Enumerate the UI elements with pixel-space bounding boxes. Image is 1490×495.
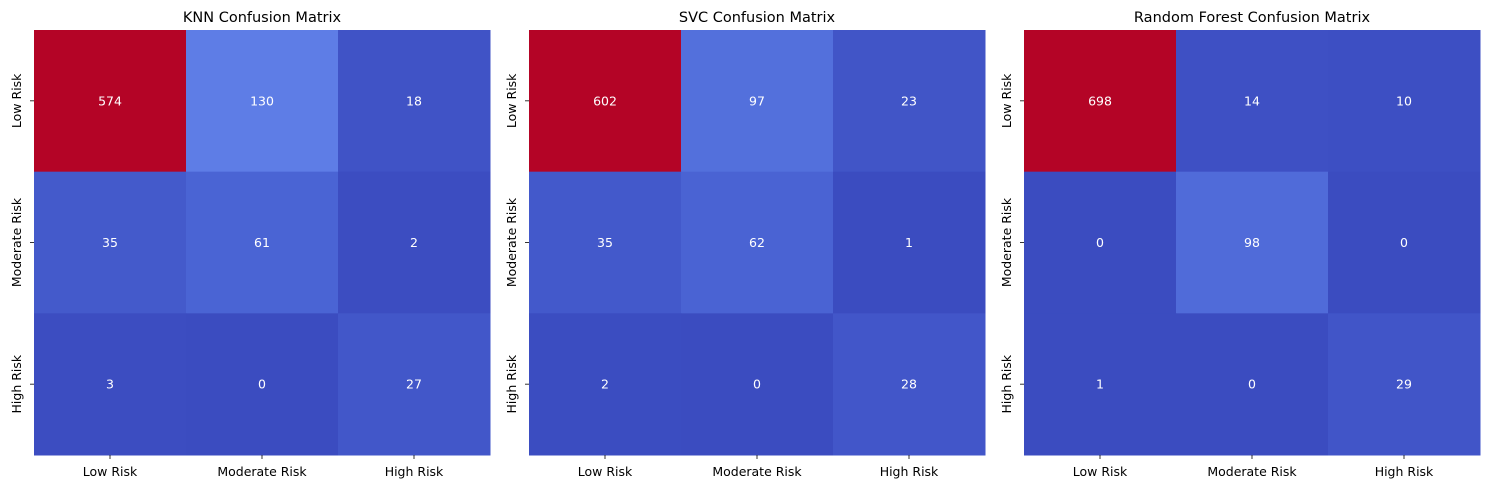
heatmap-cell: [1176, 171, 1329, 314]
cell-value: 1: [1096, 377, 1104, 392]
cell-value: 0: [1096, 235, 1104, 250]
cell-value: 98: [1244, 235, 1260, 250]
y-tick-label: Low Risk: [504, 73, 519, 128]
x-tick-label: High Risk: [1375, 464, 1434, 479]
cell-value: 35: [597, 235, 613, 250]
chart-title: KNN Confusion Matrix: [183, 10, 342, 26]
y-tick-label: Moderate Risk: [999, 197, 1014, 287]
x-tick-label: Low Risk: [83, 464, 138, 479]
cell-value: 3: [106, 377, 114, 392]
heatmap-cell: [681, 30, 834, 173]
heatmap-cell: [681, 313, 834, 456]
y-tick-label: High Risk: [9, 354, 24, 413]
y-tick-label: High Risk: [504, 354, 519, 413]
heatmap-cell: [338, 313, 491, 456]
heatmap-panel-0: KNN Confusion Matrix 574 130 18 35 61 2 3 0 27 Low…: [9, 10, 491, 479]
chart-title: SVC Confusion Matrix: [679, 10, 836, 26]
cell-value: 130: [250, 93, 274, 108]
cell-value: 27: [406, 377, 422, 392]
heatmap-cell: [186, 30, 339, 173]
heatmap-cell: [1328, 30, 1481, 173]
cell-value: 0: [258, 377, 266, 392]
y-tick-label: Low Risk: [999, 73, 1014, 128]
cell-value: 14: [1244, 93, 1260, 108]
heatmap-cell: [34, 30, 187, 173]
heatmap-panel-1: SVC Confusion Matrix 602 97 23 35 62 1 2 0 28 Low …: [504, 10, 986, 479]
heatmap-cell: [529, 30, 682, 173]
x-tick-label: Moderate Risk: [1207, 464, 1297, 479]
heatmap-cell: [681, 171, 834, 314]
cell-value: 35: [102, 235, 118, 250]
cell-value: 574: [98, 93, 122, 108]
y-tick-label: Moderate Risk: [504, 197, 519, 287]
cell-value: 0: [753, 377, 761, 392]
cell-value: 602: [593, 93, 617, 108]
cell-value: 698: [1088, 93, 1112, 108]
cell-value: 0: [1400, 235, 1408, 250]
x-tick-label: High Risk: [880, 464, 939, 479]
cell-value: 10: [1396, 93, 1412, 108]
x-tick-label: High Risk: [385, 464, 444, 479]
heatmap-cell: [34, 171, 187, 314]
heatmap-cell: [1176, 313, 1329, 456]
cell-value: 97: [749, 93, 765, 108]
cell-value: 28: [901, 377, 917, 392]
heatmap-cell: [338, 30, 491, 173]
x-tick-label: Low Risk: [1073, 464, 1128, 479]
cell-value: 61: [254, 235, 270, 250]
y-tick-label: Low Risk: [9, 73, 24, 128]
heatmap-cell: [34, 313, 187, 456]
cell-value: 62: [749, 235, 765, 250]
heatmap-cell: [186, 313, 339, 456]
heatmap-cell: [186, 171, 339, 314]
cell-value: 2: [410, 235, 418, 250]
y-tick-label: Moderate Risk: [9, 197, 24, 287]
cell-value: 1: [905, 235, 913, 250]
cell-value: 2: [601, 377, 609, 392]
heatmap-cell: [833, 171, 986, 314]
heatmap-cell: [1176, 30, 1329, 173]
y-tick-label: High Risk: [999, 354, 1014, 413]
x-tick-label: Moderate Risk: [712, 464, 802, 479]
heatmap-cell: [529, 171, 682, 314]
cell-value: 0: [1248, 377, 1256, 392]
heatmap-cell: [1024, 171, 1177, 314]
heatmap-cell: [1024, 30, 1177, 173]
heatmap-cell: [833, 30, 986, 173]
heatmap-cell: [529, 313, 682, 456]
x-tick-label: Moderate Risk: [217, 464, 307, 479]
heatmap-cell: [1328, 171, 1481, 314]
heatmap-cell: [1024, 313, 1177, 456]
heatmap-cell: [1328, 313, 1481, 456]
cell-value: 23: [901, 93, 917, 108]
cell-value: 18: [406, 93, 422, 108]
heatmap-cell: [338, 171, 491, 314]
x-tick-label: Low Risk: [578, 464, 633, 479]
heatmap-cell: [833, 313, 986, 456]
cell-value: 29: [1396, 377, 1412, 392]
chart-title: Random Forest Confusion Matrix: [1134, 10, 1371, 26]
